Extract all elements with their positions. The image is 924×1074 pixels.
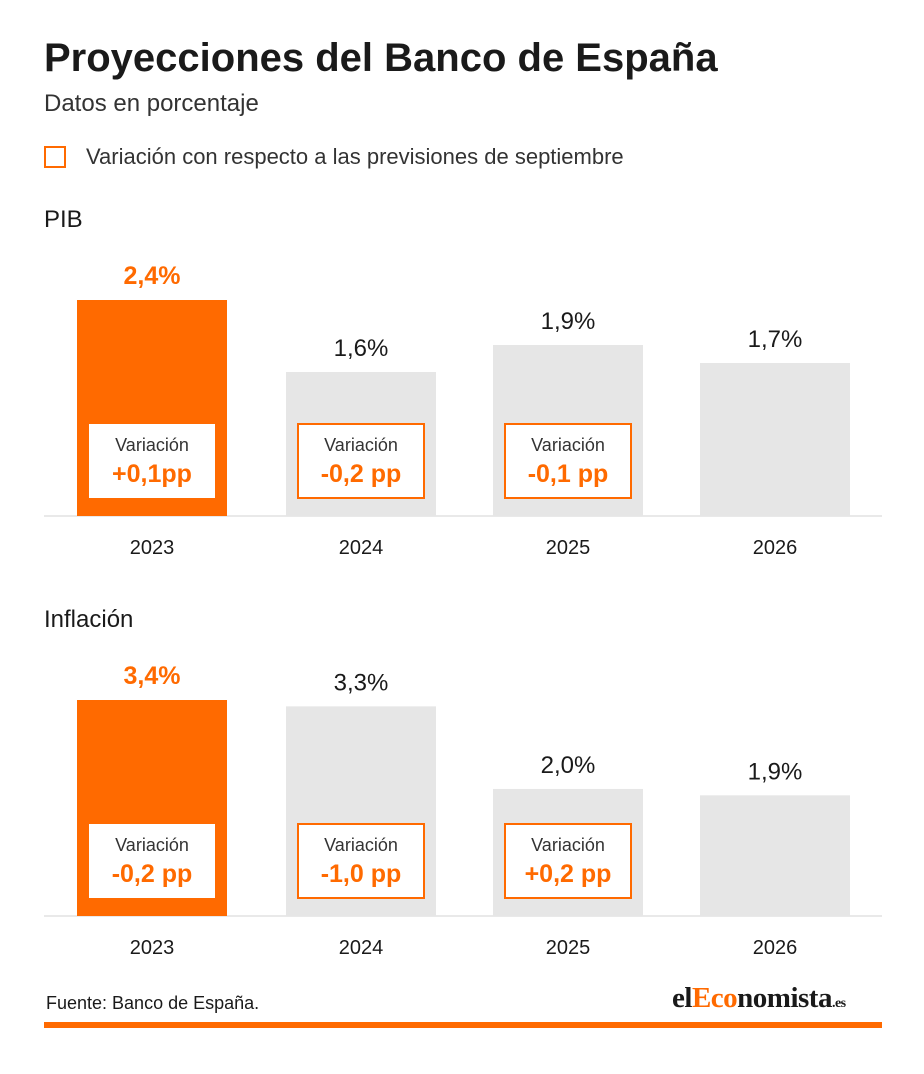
inflacion-variation-box-2025 [504,823,632,899]
source-note: Fuente: Banco de España. [46,993,260,1013]
pib-variation-box-2025 [504,423,632,499]
pib-chart: PIB 2,4% 2023 Variación +0,1pp 1,6% 2024 Varia… [0,206,924,606]
pib-variation-box-2024 [297,423,425,499]
pib-chart-title: PIB [44,206,83,233]
inflacion-variation-box-2023 [89,824,215,898]
inflacion-value-label-2023: 3,4% [124,662,181,690]
pib-chart-svg: 2,4% 2023 Variación +0,1pp 1,6% 2024 Variación… [44,262,882,559]
inflacion-value-label-2024: 3,3% [334,669,389,696]
inflacion-variation-value-2023: -0,2 pp [112,860,193,888]
brand-accent: Eco [691,982,738,1014]
legend-swatch [44,146,66,168]
inflacion-tick-label-2024: 2024 [339,937,384,959]
chart-subtitle: Datos en porcentaje [44,90,259,117]
chart-title: Proyecciones del Banco de España [44,36,718,80]
inflacion-chart-svg: 3,4% 2023 Variación -0,2 pp 3,3% 2024 Variació… [44,662,882,959]
pib-value-label-2023: 2,4% [124,262,181,290]
inflacion-variation-title-2023: Variación [115,835,189,855]
inflacion-variation-value-2024: -1,0 pp [321,860,402,888]
pib-tick-label-2025: 2025 [546,537,591,559]
inflacion-tick-label-2023: 2023 [130,937,175,959]
brand-main: nomista [737,982,832,1014]
pib-variation-value-2025: -0,1 pp [528,460,609,488]
inflacion-bar-2026 [700,795,850,916]
pib-tick-label-2026: 2026 [753,537,798,559]
inflacion-value-label-2025: 2,0% [541,752,596,779]
pib-variation-title-2023: Variación [115,435,189,455]
inflacion-variation-title-2025: Variación [531,835,605,855]
inflacion-variation-value-2025: +0,2 pp [525,860,612,888]
legend-label: Variación con respecto a las previsiones… [86,144,624,169]
inflacion-value-label-2026: 1,9% [748,758,803,785]
inflacion-tick-label-2025: 2025 [546,937,591,959]
pib-tick-label-2023: 2023 [130,537,175,559]
pib-value-label-2026: 1,7% [748,326,803,353]
inflacion-tick-label-2026: 2026 [753,937,798,959]
pib-tick-label-2024: 2024 [339,537,384,559]
inflacion-variation-box-2024 [297,823,425,899]
pib-variation-title-2025: Variación [531,435,605,455]
pib-value-label-2024: 1,6% [334,335,389,362]
pib-variation-box-2023 [89,424,215,498]
footer-divider [44,1022,882,1028]
pib-value-label-2025: 1,9% [541,308,596,335]
pib-variation-title-2024: Variación [324,435,398,455]
inflacion-variation-title-2024: Variación [324,835,398,855]
inflacion-chart: Inflación 3,4% 2023 Variación -0,2 pp 3,3% 20… [0,606,924,1006]
inflacion-chart-title: Inflación [44,606,134,633]
legend: Variación con respecto a las previsiones… [44,144,624,170]
pib-bar-2026 [700,363,850,516]
brand-logo: elEconomista.es [672,982,846,1015]
brand-prefix: el [672,982,692,1014]
pib-variation-value-2023: +0,1pp [112,460,192,488]
pib-variation-value-2024: -0,2 pp [321,460,402,488]
brand-tld: .es [831,996,846,1011]
